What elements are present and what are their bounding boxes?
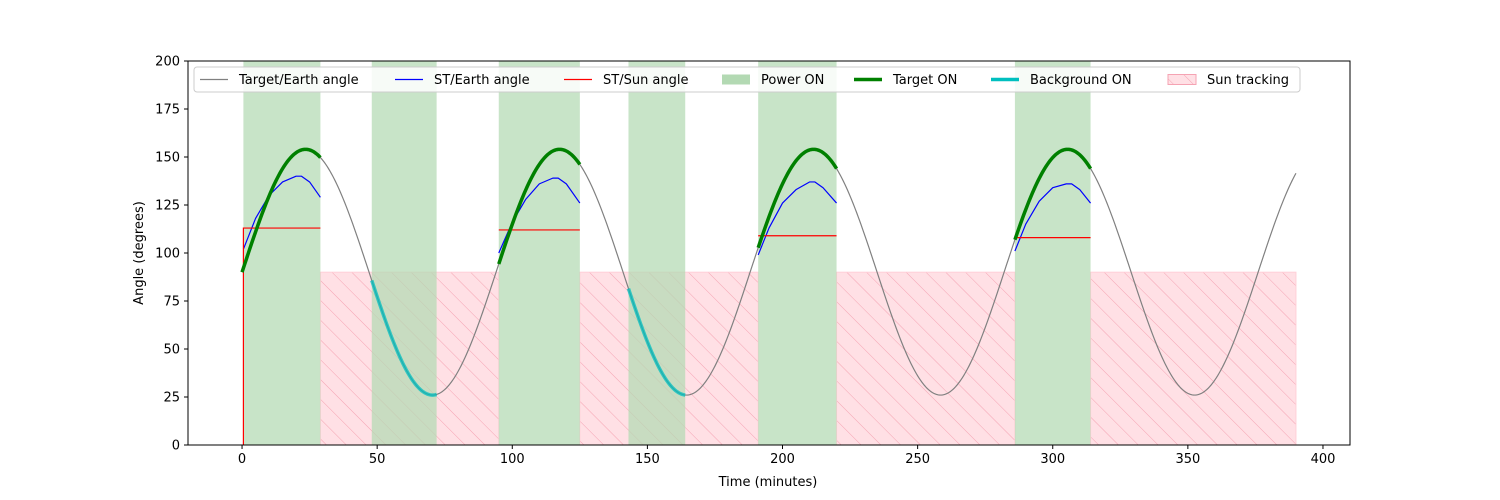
power-on-band bbox=[243, 61, 321, 445]
target-on-segment bbox=[756, 147, 839, 249]
x-tick-label: 300 bbox=[1040, 452, 1065, 467]
target-on-segment bbox=[1013, 147, 1093, 241]
x-tick-label: 50 bbox=[369, 452, 386, 467]
axes-layer: 0 50 100 150 200 250 300 350 400 0 25 50 75 100 125 150… bbox=[155, 55, 1335, 468]
lines-layer bbox=[240, 147, 1297, 445]
y-tick-label: 100 bbox=[155, 247, 180, 262]
y-tick-label: 75 bbox=[163, 295, 180, 310]
sun-tracking-band bbox=[836, 271, 1016, 445]
y-tick-label: 175 bbox=[155, 103, 180, 118]
background-on-segment bbox=[626, 288, 686, 397]
target-on-segment bbox=[497, 147, 582, 265]
x-tick-label: 0 bbox=[238, 452, 246, 467]
power-on-band bbox=[1014, 61, 1091, 445]
st-earth-angle-segment bbox=[242, 175, 321, 250]
y-tick-label: 50 bbox=[163, 343, 180, 358]
st-earth-angle-segment bbox=[757, 181, 838, 256]
x-tick-label: 100 bbox=[500, 452, 525, 467]
st-earth-angle-segment bbox=[1014, 183, 1092, 252]
power-on-band bbox=[758, 61, 837, 445]
legend-label: Power ON bbox=[761, 73, 824, 88]
x-tick-label: 400 bbox=[1311, 452, 1336, 467]
legend-label: ST/Earth angle bbox=[434, 73, 530, 88]
target-on-segment bbox=[240, 147, 322, 273]
bands-layer bbox=[243, 61, 1297, 445]
y-tick-label: 200 bbox=[155, 55, 180, 70]
legend-label: ST/Sun angle bbox=[603, 73, 689, 88]
x-tick-label: 350 bbox=[1175, 452, 1200, 467]
power-on-band bbox=[371, 61, 437, 445]
power-on-band bbox=[498, 61, 580, 445]
legend-swatch bbox=[1167, 74, 1197, 85]
power-on-band bbox=[628, 61, 686, 445]
legend-label: Sun tracking bbox=[1207, 73, 1289, 88]
st-sun-angle-segment bbox=[242, 227, 321, 445]
x-tick-label: 200 bbox=[770, 452, 795, 467]
y-tick-label: 25 bbox=[163, 391, 180, 406]
legend: Target/Earth angle ST/Earth angle ST/Sun a… bbox=[193, 66, 1301, 93]
x-axis-label: Time (minutes) bbox=[718, 475, 818, 490]
y-tick-label: 0 bbox=[172, 439, 180, 454]
legend-swatch bbox=[722, 74, 750, 85]
x-tick-label: 250 bbox=[905, 452, 930, 467]
legend-label: Target ON bbox=[892, 73, 957, 88]
sun-tracking-band bbox=[1090, 271, 1297, 445]
y-axis-label: Angle (degrees) bbox=[132, 201, 147, 305]
legend-label: Target/Earth angle bbox=[238, 73, 359, 88]
x-tick-label: 150 bbox=[635, 452, 660, 467]
y-tick-label: 150 bbox=[155, 151, 180, 166]
legend-label: Background ON bbox=[1030, 73, 1132, 88]
background-on-segment bbox=[370, 279, 438, 397]
y-tick-label: 125 bbox=[155, 199, 180, 214]
